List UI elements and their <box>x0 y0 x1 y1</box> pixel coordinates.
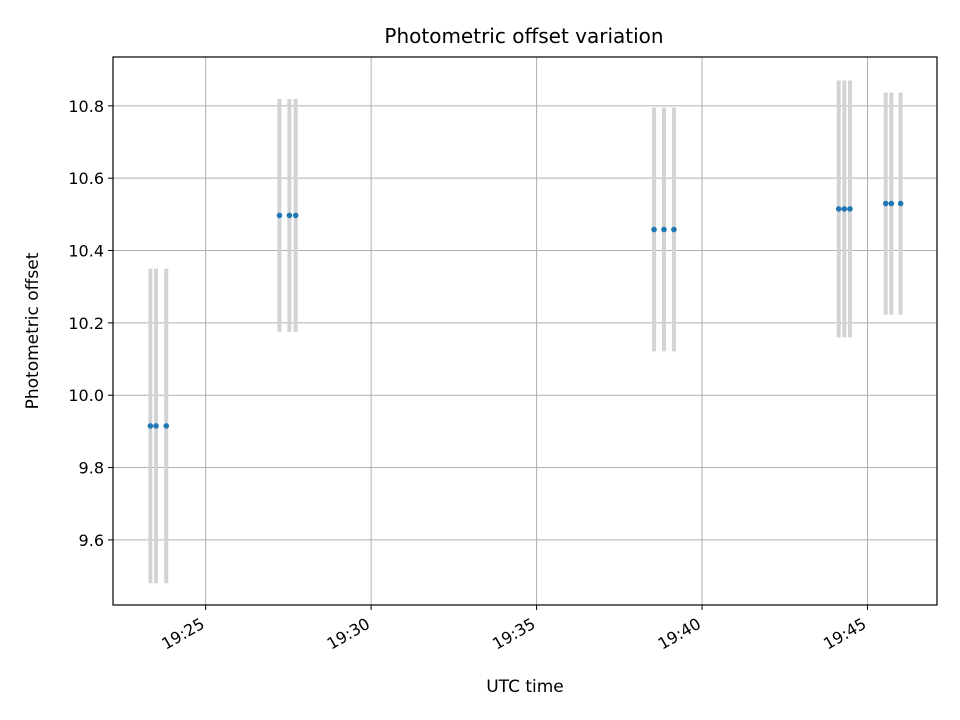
data-point <box>888 200 895 207</box>
x-axis-label: UTC time <box>486 677 564 697</box>
data-point <box>292 212 299 219</box>
data-point <box>651 226 657 233</box>
grid <box>113 57 937 605</box>
data-point <box>897 200 904 207</box>
data-point <box>286 212 293 219</box>
data-point <box>841 206 848 212</box>
y-tick-label: 10.6 <box>68 169 104 188</box>
data-point <box>671 226 677 233</box>
data-points <box>147 200 904 429</box>
data-point <box>147 423 154 429</box>
y-tick-label: 10.4 <box>68 242 104 261</box>
data-point <box>835 206 842 212</box>
data-point <box>163 423 170 429</box>
chart-title: Photometric offset variation <box>384 24 663 48</box>
y-tick-label: 9.6 <box>79 531 104 550</box>
data-point <box>276 212 283 219</box>
y-tick-label: 10.0 <box>68 386 104 405</box>
data-point <box>882 200 889 207</box>
data-point <box>661 226 667 233</box>
y-tick-label: 10.2 <box>68 314 104 333</box>
y-tick-label: 9.8 <box>79 459 104 478</box>
y-axis-label: Photometric offset <box>23 252 43 409</box>
data-point <box>847 206 853 212</box>
data-point <box>153 423 159 429</box>
plot-frame <box>112 56 938 606</box>
y-tick-label: 10.8 <box>68 97 104 116</box>
